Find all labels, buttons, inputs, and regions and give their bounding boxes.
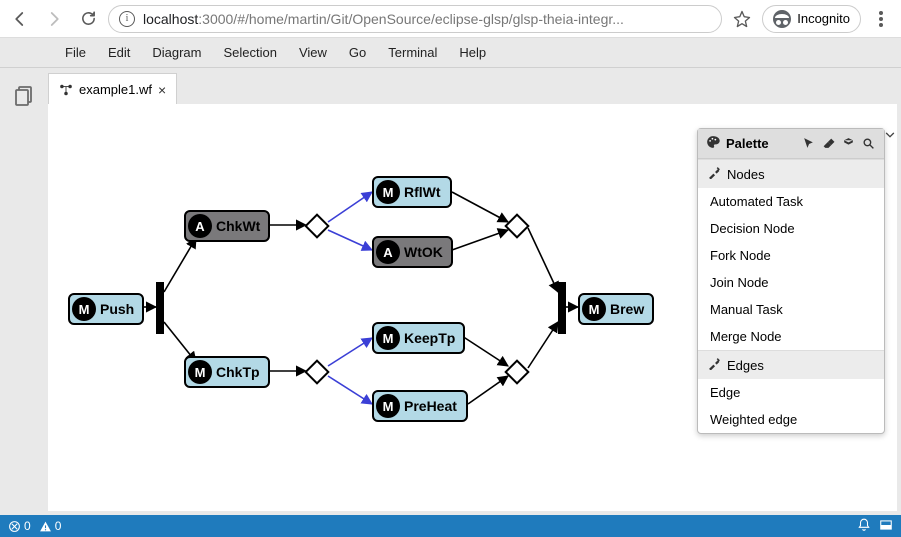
browser-menu-button[interactable]	[867, 11, 895, 27]
menu-view[interactable]: View	[289, 41, 337, 64]
manual-badge-icon: M	[376, 394, 400, 418]
incognito-badge: Incognito	[762, 5, 861, 33]
menu-edit[interactable]: Edit	[98, 41, 140, 64]
task-keeptp[interactable]: M KeepTp	[372, 322, 465, 354]
task-preheat[interactable]: M PreHeat	[372, 390, 468, 422]
palette-item-merge-node[interactable]: Merge Node	[698, 323, 884, 350]
manual-badge-icon: M	[72, 297, 96, 321]
task-label: RflWt	[404, 184, 441, 200]
tab-bar: example1.wf ×	[48, 68, 897, 104]
palette-item-manual-task[interactable]: Manual Task	[698, 296, 884, 323]
palette-item-weighted-edge[interactable]: Weighted edge	[698, 406, 884, 433]
merge-node[interactable]	[504, 213, 529, 238]
tab-close-icon[interactable]: ×	[158, 82, 166, 98]
layout-icon[interactable]	[879, 518, 893, 535]
tab-label: example1.wf	[79, 82, 152, 97]
workflow-file-icon	[59, 83, 73, 97]
task-wtok[interactable]: A WtOK	[372, 236, 453, 268]
status-errors[interactable]: 0	[8, 519, 31, 533]
auto-badge-icon: A	[188, 214, 212, 238]
editor-area: example1.wf ×	[48, 68, 897, 511]
activity-bar	[0, 68, 48, 515]
hammer-icon	[708, 166, 721, 182]
task-brew[interactable]: M Brew	[578, 293, 654, 325]
browser-toolbar: i localhost:3000/#/home/martin/Git/OpenS…	[0, 0, 901, 38]
hammer-icon	[708, 357, 721, 373]
reload-button[interactable]	[74, 5, 102, 33]
incognito-icon	[773, 10, 791, 28]
join-node[interactable]	[558, 282, 566, 334]
auto-badge-icon: A	[376, 240, 400, 264]
task-label: WtOK	[404, 244, 443, 260]
menu-selection[interactable]: Selection	[213, 41, 286, 64]
menu-file[interactable]: File	[55, 41, 96, 64]
status-bar: 0 0	[0, 515, 901, 537]
manual-badge-icon: M	[376, 326, 400, 350]
manual-badge-icon: M	[188, 360, 212, 384]
eraser-tool-icon[interactable]	[820, 136, 836, 152]
task-label: KeepTp	[404, 330, 455, 346]
palette-section-label: Edges	[727, 358, 764, 373]
app-menu-bar: File Edit Diagram Selection View Go Term…	[0, 38, 901, 68]
status-errors-count: 0	[24, 519, 31, 533]
task-label: Push	[100, 301, 134, 317]
status-warnings[interactable]: 0	[39, 519, 62, 533]
task-push[interactable]: M Push	[68, 293, 144, 325]
palette-section-label: Nodes	[727, 167, 765, 182]
files-activity-icon[interactable]	[8, 80, 40, 112]
palette-collapse-icon[interactable]	[883, 128, 897, 145]
url-bar[interactable]: i localhost:3000/#/home/martin/Git/OpenS…	[108, 5, 722, 33]
palette-header: Palette	[698, 129, 884, 159]
task-chkwt[interactable]: A ChkWt	[184, 210, 270, 242]
decision-node[interactable]	[304, 213, 329, 238]
menu-help[interactable]: Help	[449, 41, 496, 64]
palette-item-join-node[interactable]: Join Node	[698, 269, 884, 296]
palette-section-edges: Edges	[698, 350, 884, 379]
manual-badge-icon: M	[582, 297, 606, 321]
url-host: localhost	[143, 11, 198, 27]
status-warnings-count: 0	[55, 519, 62, 533]
app-body: example1.wf ×	[0, 68, 901, 515]
back-button[interactable]	[6, 5, 34, 33]
palette-panel: Palette Nodes Automated Task Decision No…	[697, 128, 885, 434]
forward-button[interactable]	[40, 5, 68, 33]
search-tool-icon[interactable]	[860, 136, 876, 152]
pointer-tool-icon[interactable]	[800, 136, 816, 152]
palette-title: Palette	[726, 136, 769, 151]
task-label: PreHeat	[404, 398, 457, 414]
palette-item-decision-node[interactable]: Decision Node	[698, 215, 884, 242]
menu-diagram[interactable]: Diagram	[142, 41, 211, 64]
task-chktp[interactable]: M ChkTp	[184, 356, 270, 388]
palette-section-nodes: Nodes	[698, 159, 884, 188]
manual-badge-icon: M	[376, 180, 400, 204]
fork-node[interactable]	[156, 282, 164, 334]
palette-tools	[800, 136, 876, 152]
url-rest: :3000/#/home/martin/Git/OpenSource/eclip…	[198, 11, 624, 27]
palette-item-edge[interactable]: Edge	[698, 379, 884, 406]
palette-item-automated-task[interactable]: Automated Task	[698, 188, 884, 215]
bookmark-star-icon[interactable]	[728, 10, 756, 28]
incognito-label: Incognito	[797, 11, 850, 26]
task-label: Brew	[610, 301, 644, 317]
notifications-icon[interactable]	[857, 518, 871, 535]
marquee-tool-icon[interactable]	[840, 136, 856, 152]
menu-terminal[interactable]: Terminal	[378, 41, 447, 64]
decision-node[interactable]	[304, 359, 329, 384]
menu-go[interactable]: Go	[339, 41, 376, 64]
palette-item-fork-node[interactable]: Fork Node	[698, 242, 884, 269]
task-rflwt[interactable]: M RflWt	[372, 176, 452, 208]
task-label: ChkWt	[216, 218, 260, 234]
url-text: localhost:3000/#/home/martin/Git/OpenSou…	[143, 11, 624, 27]
tab-example1[interactable]: example1.wf ×	[48, 73, 177, 105]
merge-node[interactable]	[504, 359, 529, 384]
site-info-icon[interactable]: i	[119, 11, 135, 27]
palette-icon	[706, 135, 720, 152]
task-label: ChkTp	[216, 364, 260, 380]
